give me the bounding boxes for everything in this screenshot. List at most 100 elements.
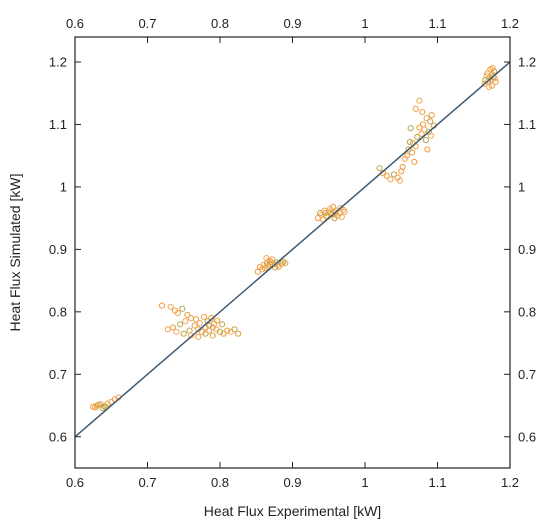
data-point	[490, 73, 497, 81]
data-point	[174, 309, 182, 317]
y-tick-label-right: 0.9	[518, 242, 536, 257]
data-point	[338, 213, 345, 220]
x-tick-label-top: 0.6	[66, 16, 84, 31]
data-point	[390, 171, 398, 178]
data-point	[216, 328, 224, 335]
y-tick-label-right: 1.1	[518, 117, 536, 132]
data-point	[485, 83, 493, 91]
x-tick-label: 0.7	[138, 475, 156, 490]
data-point	[419, 108, 426, 116]
data-point	[323, 212, 330, 219]
data-point	[419, 121, 427, 128]
data-point	[319, 216, 327, 223]
data-point	[180, 330, 187, 337]
x-tick-label-top: 0.7	[138, 16, 156, 31]
data-point	[337, 205, 344, 212]
data-point	[275, 263, 282, 270]
data-point	[376, 165, 383, 172]
data-point	[192, 316, 200, 323]
data-point	[330, 203, 337, 210]
data-point	[254, 268, 261, 275]
x-tick-label-top: 0.9	[283, 16, 301, 31]
y-tick-label-right: 0.6	[518, 429, 536, 444]
y-tick-label: 1.1	[49, 117, 67, 132]
data-point	[411, 158, 418, 166]
data-point	[224, 327, 231, 334]
data-point	[427, 118, 434, 125]
data-point	[492, 78, 499, 86]
reference-line	[74, 61, 511, 438]
data-point	[424, 146, 431, 153]
y-axis-title: Heat Flux Simulated [kW]	[7, 174, 23, 332]
data-point	[209, 332, 216, 339]
data-point	[321, 207, 328, 214]
data-point	[158, 302, 166, 309]
x-tick-label: 1.1	[428, 475, 446, 490]
y-tick-label: 0.8	[49, 304, 67, 319]
x-axis-title: Heat Flux Experimental [kW]	[204, 503, 381, 519]
data-point	[383, 172, 390, 179]
y-tick-label: 1.2	[49, 54, 67, 69]
data-point	[191, 322, 198, 329]
y-tick-label: 1	[60, 179, 67, 194]
data-point	[179, 305, 186, 312]
data-point	[416, 97, 423, 104]
data-point	[414, 133, 421, 141]
data-point	[219, 321, 226, 328]
data-point	[196, 319, 203, 327]
data-point	[341, 208, 348, 215]
y-tick-label: 0.9	[49, 242, 67, 257]
data-point	[173, 328, 180, 335]
data-point	[423, 115, 430, 122]
data-point	[187, 332, 195, 339]
data-point	[484, 70, 491, 77]
y-tick-label: 0.7	[49, 367, 67, 382]
data-point	[282, 260, 289, 267]
y-tick-label-right: 0.8	[518, 304, 536, 319]
data-point	[92, 404, 99, 411]
data-point	[428, 111, 435, 119]
data-point	[407, 125, 414, 132]
x-tick-label-top: 1	[361, 16, 368, 31]
x-tick-label: 0.6	[66, 475, 84, 490]
data-point	[332, 209, 339, 216]
data-point	[403, 152, 411, 159]
data-point	[202, 330, 209, 337]
data-point	[102, 403, 109, 410]
data-point	[399, 163, 406, 171]
data-point	[427, 132, 435, 139]
data-point	[164, 326, 171, 333]
y-tick-label-right: 1	[518, 179, 525, 194]
axis-ticks: 0.6 0.6 0.7 0.7 0.8 0.8 0.9 0.9 1 1 1.1 1.1 1.2 1.2 0.…	[49, 16, 536, 490]
y-tick-label: 0.6	[49, 429, 67, 444]
data-point	[418, 130, 425, 137]
data-point	[214, 317, 221, 324]
y-tick-label-right: 0.7	[518, 367, 536, 382]
data-points	[90, 65, 499, 412]
y-tick-label-right: 1.2	[518, 54, 536, 69]
data-point	[263, 255, 270, 262]
data-point	[177, 321, 184, 328]
x-tick-label-top: 1.2	[501, 16, 519, 31]
data-point	[184, 311, 191, 319]
data-point	[396, 177, 403, 184]
data-point	[416, 124, 423, 131]
data-point	[266, 261, 274, 268]
data-point	[198, 328, 205, 335]
x-tick-label: 1	[361, 475, 368, 490]
data-point	[186, 327, 193, 334]
data-point	[405, 146, 412, 153]
data-point	[487, 66, 494, 73]
data-point	[99, 404, 106, 412]
x-tick-label: 0.9	[283, 475, 301, 490]
data-point	[387, 176, 394, 183]
data-point	[231, 326, 238, 333]
data-point	[235, 330, 242, 337]
data-point	[195, 333, 202, 340]
data-point	[209, 324, 216, 331]
data-point	[182, 318, 189, 325]
data-point	[220, 330, 227, 337]
plot-frame	[74, 36, 511, 469]
data-point	[409, 149, 416, 156]
